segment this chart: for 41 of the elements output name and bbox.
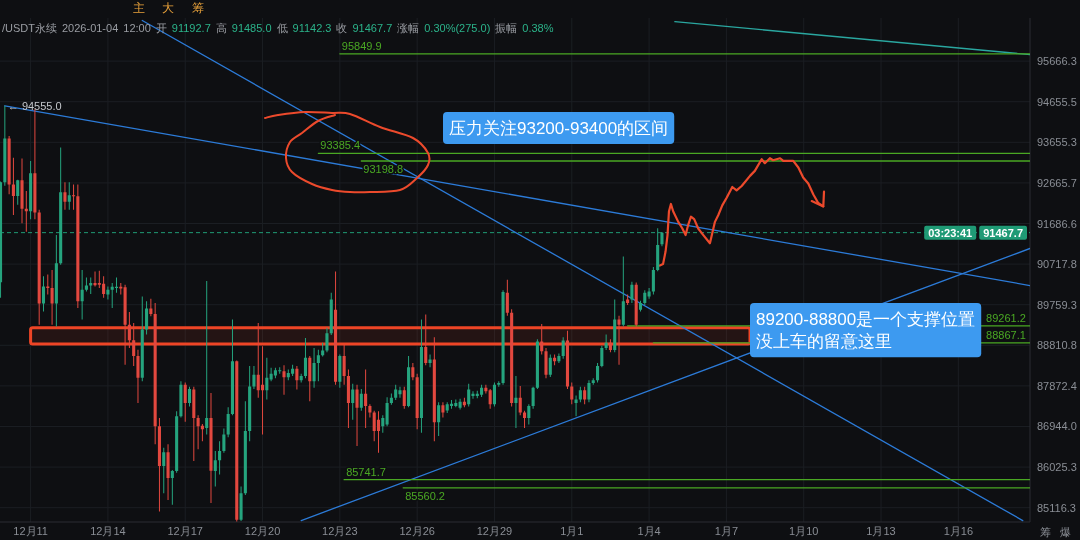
xtick: 12月20	[244, 525, 281, 537]
xtick: 1月10	[789, 525, 819, 537]
ytick: 95666.3	[1037, 55, 1077, 68]
xtick: 12月26	[399, 525, 435, 537]
ytick: 91686.6	[1037, 217, 1077, 230]
level-label: 89261.2	[986, 311, 1026, 324]
level-label: 85741.7	[346, 465, 386, 478]
annotation: 89200-88800是一个支撑位置没上车的留意这里	[756, 309, 976, 351]
ytick: 92665.7	[1037, 176, 1077, 189]
xtick: 12月14	[90, 525, 126, 537]
xtick: 1月13	[866, 525, 896, 537]
ytick: 86025.3	[1037, 461, 1077, 474]
note-box: 89200-88800是一个支撑位置没上车的留意这里	[750, 303, 982, 358]
level-label: 85560.2	[405, 489, 445, 502]
ytick: 93655.3	[1037, 136, 1077, 149]
ytick: 90717.8	[1037, 258, 1077, 271]
note-box: 压力关注93200-93400的区间	[443, 112, 675, 145]
ytick: 94655.5	[1037, 95, 1077, 108]
xtick: 1月4	[637, 525, 661, 537]
xtick: 12月11	[13, 525, 48, 537]
ytick: 89759.3	[1037, 298, 1077, 311]
ui-text: 筹 爆	[1040, 526, 1072, 538]
ref-line-label: 91467.7	[983, 226, 1023, 239]
xtick: 12月17	[167, 525, 203, 537]
ui-text: 主 大 筹	[133, 1, 204, 15]
xtick: 12月29	[476, 525, 513, 537]
ytick: 85116.3	[1037, 501, 1076, 514]
annotation: 压力关注93200-93400的区间	[449, 118, 669, 138]
level-label: 95849.9	[341, 39, 382, 52]
xtick: 12月23	[322, 525, 358, 537]
point-label: ← 94555.0	[7, 99, 62, 112]
annotation: 03:23:41	[928, 226, 973, 239]
ytick: 87872.4	[1037, 379, 1077, 392]
xtick: 1月16	[943, 525, 973, 537]
title: /USDT永续 2026-01-04 12:00 开 91192.7 高 91485.0 低 91142.3 收 91467.7 涨幅 0.30%(275.0) 振幅 0.38%	[2, 22, 554, 34]
xtick: 1月7	[714, 525, 738, 537]
level-label: 88867.1	[986, 328, 1026, 341]
xtick: 1月1	[560, 525, 584, 537]
ytick: 86944.0	[1037, 420, 1077, 433]
ytick: 88810.8	[1037, 339, 1077, 352]
level-label: 93385.4	[320, 139, 361, 152]
